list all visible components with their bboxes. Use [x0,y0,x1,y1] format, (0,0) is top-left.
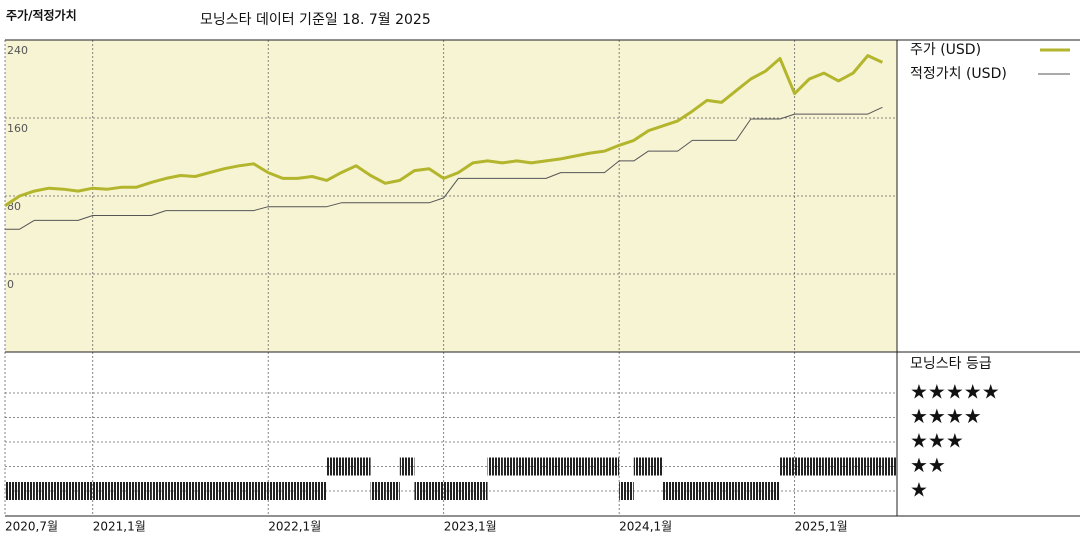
rating-bar [706,482,722,500]
rating-bar [414,482,430,500]
rating-bar [107,482,122,500]
rating-bar [794,457,810,476]
rating-level-label: ★★ [910,453,946,477]
rating-bar [429,482,444,500]
rating-bar [560,457,576,476]
x-tick-label: 2022,1월 [268,520,321,534]
rating-bar [341,457,356,476]
rating-bar [633,457,649,476]
rating-bar [838,457,854,476]
rating-bar [546,457,561,476]
rating-bar [136,482,152,500]
rating-bar [780,457,795,476]
rating-bar [297,482,313,500]
rating-bar [443,482,459,500]
rating-bar [882,457,897,476]
rating-bar [165,482,181,500]
rating-bar [370,482,386,500]
chart-title: 주가/적정가치 [6,8,77,23]
rating-level-label: ★★★★ [910,404,982,428]
rating-bar [121,482,137,500]
rating-bar [531,457,547,476]
rating-bar [209,482,225,500]
x-tick-label: 2023,1월 [444,520,497,534]
rating-bar [575,457,590,476]
rating-level-label: ★ [910,478,928,502]
rating-bar [823,457,839,476]
rating-bar [326,457,342,476]
rating-bar [355,457,371,476]
rating-bar [312,482,327,500]
rating-bar [809,457,824,476]
rating-bar [385,482,400,500]
rating-bar [224,482,239,500]
rating-bar [238,482,254,500]
rating-bar [502,457,517,476]
x-tick-label: 2024,1월 [619,520,672,534]
rating-bar [19,482,35,500]
y-tick-label: 160 [7,122,28,135]
rating-bar [399,457,415,476]
series-line [5,106,883,230]
rating-bar [589,457,605,476]
rating-bar [472,482,488,500]
rating-level-label: ★★★★★ [910,380,1000,404]
rating-bar [195,482,210,500]
rating-bar [92,482,108,500]
rating-level-label: ★★★ [910,429,964,453]
rating-bar [268,482,283,500]
rating-bar [619,482,634,500]
rating-bar [180,482,196,500]
rating-bar [853,457,868,476]
x-tick-label: 2025,1월 [795,520,848,534]
rating-bar [5,482,20,500]
y-tick-label: 240 [7,44,28,57]
chart-subtitle: 모닝스타 데이터 기준일 18. 7월 2025 [200,12,431,28]
rating-bar [253,482,269,500]
rating-bar [487,457,503,476]
rating-bar [78,482,93,500]
rating-bar [458,482,473,500]
legend-label: 주가 (USD) [910,42,981,58]
rating-bar [750,482,766,500]
rating-bar [692,482,707,500]
x-tick-label: 2021,1월 [93,520,146,534]
rating-bar [48,482,64,500]
rating-bar [604,457,620,476]
rating-bar [721,482,737,500]
rating-bar [63,482,79,500]
rating-bar [736,482,751,500]
series-line [4,54,884,208]
rating-bar [765,482,781,500]
y-tick-label: 0 [7,278,14,291]
rating-bar [663,482,678,500]
rating-bar [677,482,693,500]
rating-bar [867,457,883,476]
legend-label: 적정가치 (USD) [910,66,1007,82]
rating-bar [648,457,664,476]
rating-title: 모닝스타 등급 [910,356,992,372]
rating-bar [282,482,298,500]
x-tick-label: 2020,7월 [5,520,58,534]
rating-bar [151,482,166,500]
rating-bar [516,457,532,476]
rating-bar [34,482,49,500]
